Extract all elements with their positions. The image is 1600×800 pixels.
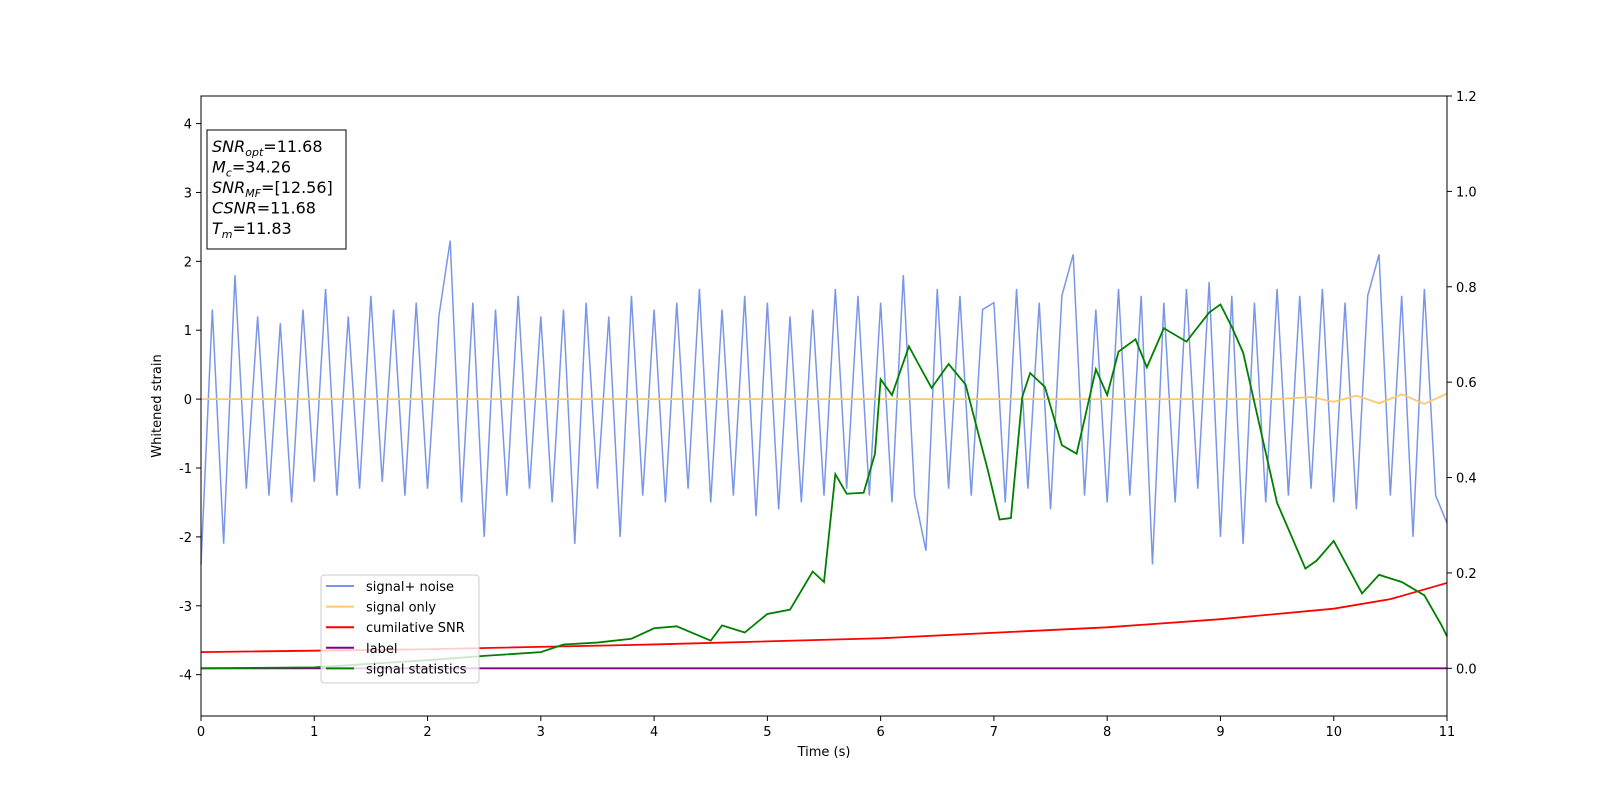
legend-label: label [366,642,397,657]
legend-label: signal+ noise [366,580,454,595]
y2-tick-label: 0.4 [1456,472,1477,487]
annotation-name: SNR [212,178,245,197]
y2-tick-label: 0.2 [1456,567,1477,582]
annotation-name: M [212,158,226,177]
annotation-name: CSNR [212,199,257,218]
annotation-sub: MF [245,187,261,200]
x-tick-label: 7 [990,725,998,740]
x-tick-label: 5 [763,725,771,740]
x-axis-label: Time (s) [797,745,851,760]
annotation-sub: m [222,228,233,241]
annotation-value: =34.26 [232,158,291,177]
annotation-name: T [212,219,223,238]
y-tick-label: 0 [184,393,192,408]
y-tick-label: -3 [179,600,192,615]
y-tick-label: 4 [184,118,192,133]
annotation-value: =11.68 [257,199,316,218]
y-tick-label: -4 [179,669,192,684]
annotation: Tm=11.83 [212,219,292,241]
annotation-value: =11.83 [233,219,292,238]
y2-tick-label: 1.2 [1456,90,1477,105]
legend-label: signal only [366,601,436,616]
x-tick-label: 2 [423,725,431,740]
x-tick-label: 3 [537,725,545,740]
x-tick-label: 6 [876,725,884,740]
y-tick-label: -2 [179,531,192,546]
x-tick-label: 1 [310,725,318,740]
legend-label: signal statistics [366,662,467,677]
annotation-box [206,129,347,250]
annotation: CSNR=11.68 [212,199,316,218]
y2-tick-label: 0.6 [1456,376,1477,391]
y-tick-label: 1 [184,324,192,339]
y-tick-label: 2 [184,255,192,270]
y2-tick-label: 0.0 [1456,662,1477,677]
x-tick-label: 0 [197,725,205,740]
plot-frame [200,95,1448,717]
legend-label: cumilative SNR [366,621,465,636]
x-tick-label: 10 [1325,725,1342,740]
annotation: SNRMF=[12.56] [212,178,333,200]
annotation-sub: c [226,167,232,180]
legend-box [320,574,480,684]
series-line [200,303,1448,670]
annotation-sub: opt [245,146,264,159]
annotation: Mc=34.26 [212,158,291,180]
y2-tick-label: 0.8 [1456,281,1477,296]
annotation-name: SNR [212,137,245,156]
y-axis-label: Whitened strain [150,354,165,457]
annotation-value: =11.68 [263,137,322,156]
y-tick-label: 3 [184,186,192,201]
annotation-value: =[12.56] [261,178,333,197]
x-tick-label: 8 [1103,725,1111,740]
x-tick-label: 9 [1216,725,1224,740]
series-line [200,240,1448,565]
series-line [200,582,1448,653]
y2-tick-label: 1.0 [1456,185,1477,200]
y-tick-label: -1 [179,462,192,477]
annotation: SNRopt=11.68 [212,137,323,159]
series-line [201,392,1448,405]
x-tick-label: 4 [650,725,658,740]
x-tick-label: 11 [1439,725,1456,740]
